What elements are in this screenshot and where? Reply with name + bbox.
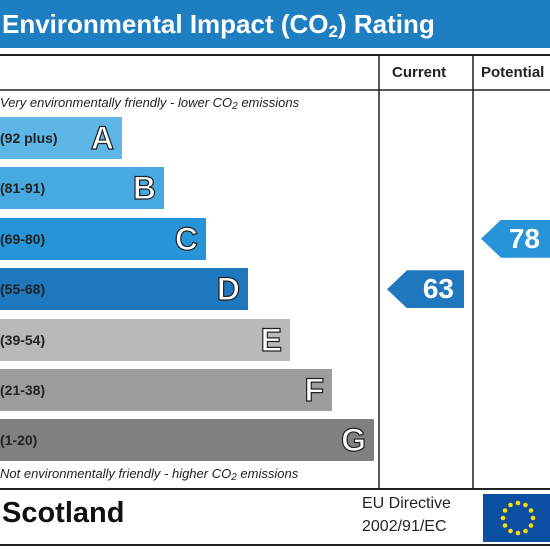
band-range-label: (55-68) bbox=[0, 281, 46, 298]
flag-star bbox=[528, 523, 534, 528]
eu-directive-line1: EU Directive bbox=[362, 495, 451, 512]
band-letter-label: E bbox=[260, 321, 283, 358]
band-letter-label: G bbox=[341, 422, 367, 459]
chart-title: Environmental Impact (CO2) Rating bbox=[0, 0, 550, 48]
flag-star bbox=[523, 528, 528, 534]
caption-bottom: Not environmentally friendly - higher CO… bbox=[0, 466, 299, 483]
band-f: (21-38) F bbox=[0, 369, 332, 411]
band-d: (55-68) D bbox=[0, 268, 248, 311]
flag-star bbox=[500, 515, 506, 521]
caption-top: Very environmentally friendly - lower CO… bbox=[0, 95, 300, 112]
band-letter-label: B bbox=[132, 170, 156, 207]
band-c: (69-80) C bbox=[0, 217, 206, 260]
band-letter-label: C bbox=[174, 220, 198, 257]
band-letter-label: A bbox=[90, 119, 114, 156]
eu-directive-line2: 2002/91/EC bbox=[362, 518, 447, 535]
band-g: (1-20) G bbox=[0, 419, 374, 462]
band-range-label: (21-38) bbox=[0, 382, 46, 398]
band-range-label: (92 plus) bbox=[0, 130, 58, 146]
eu-flag-icon bbox=[483, 494, 550, 542]
flag-star bbox=[508, 502, 513, 508]
flag-star bbox=[528, 508, 534, 513]
band-a: (92 plus) A bbox=[0, 117, 122, 159]
band-range-label: (39-54) bbox=[0, 331, 46, 348]
band-letter-label: D bbox=[216, 271, 240, 308]
band-range-label: (81-91) bbox=[0, 180, 46, 197]
flag-star bbox=[523, 502, 528, 508]
flag-star bbox=[530, 515, 536, 521]
band-range-label: (1-20) bbox=[0, 432, 38, 449]
country-label: Scotland bbox=[2, 497, 125, 529]
flag-star bbox=[515, 530, 521, 536]
band-e: (39-54) E bbox=[0, 318, 290, 361]
flag-star bbox=[515, 500, 521, 506]
column-current: Current bbox=[392, 64, 447, 81]
flag-star bbox=[502, 508, 508, 513]
column-potential: Potential bbox=[481, 64, 545, 81]
band-letter-label: F bbox=[304, 371, 325, 408]
flag-star bbox=[502, 523, 508, 528]
band-b: (81-91) B bbox=[0, 167, 164, 210]
band-range-label: (69-80) bbox=[0, 230, 46, 247]
flag-star bbox=[508, 528, 513, 534]
